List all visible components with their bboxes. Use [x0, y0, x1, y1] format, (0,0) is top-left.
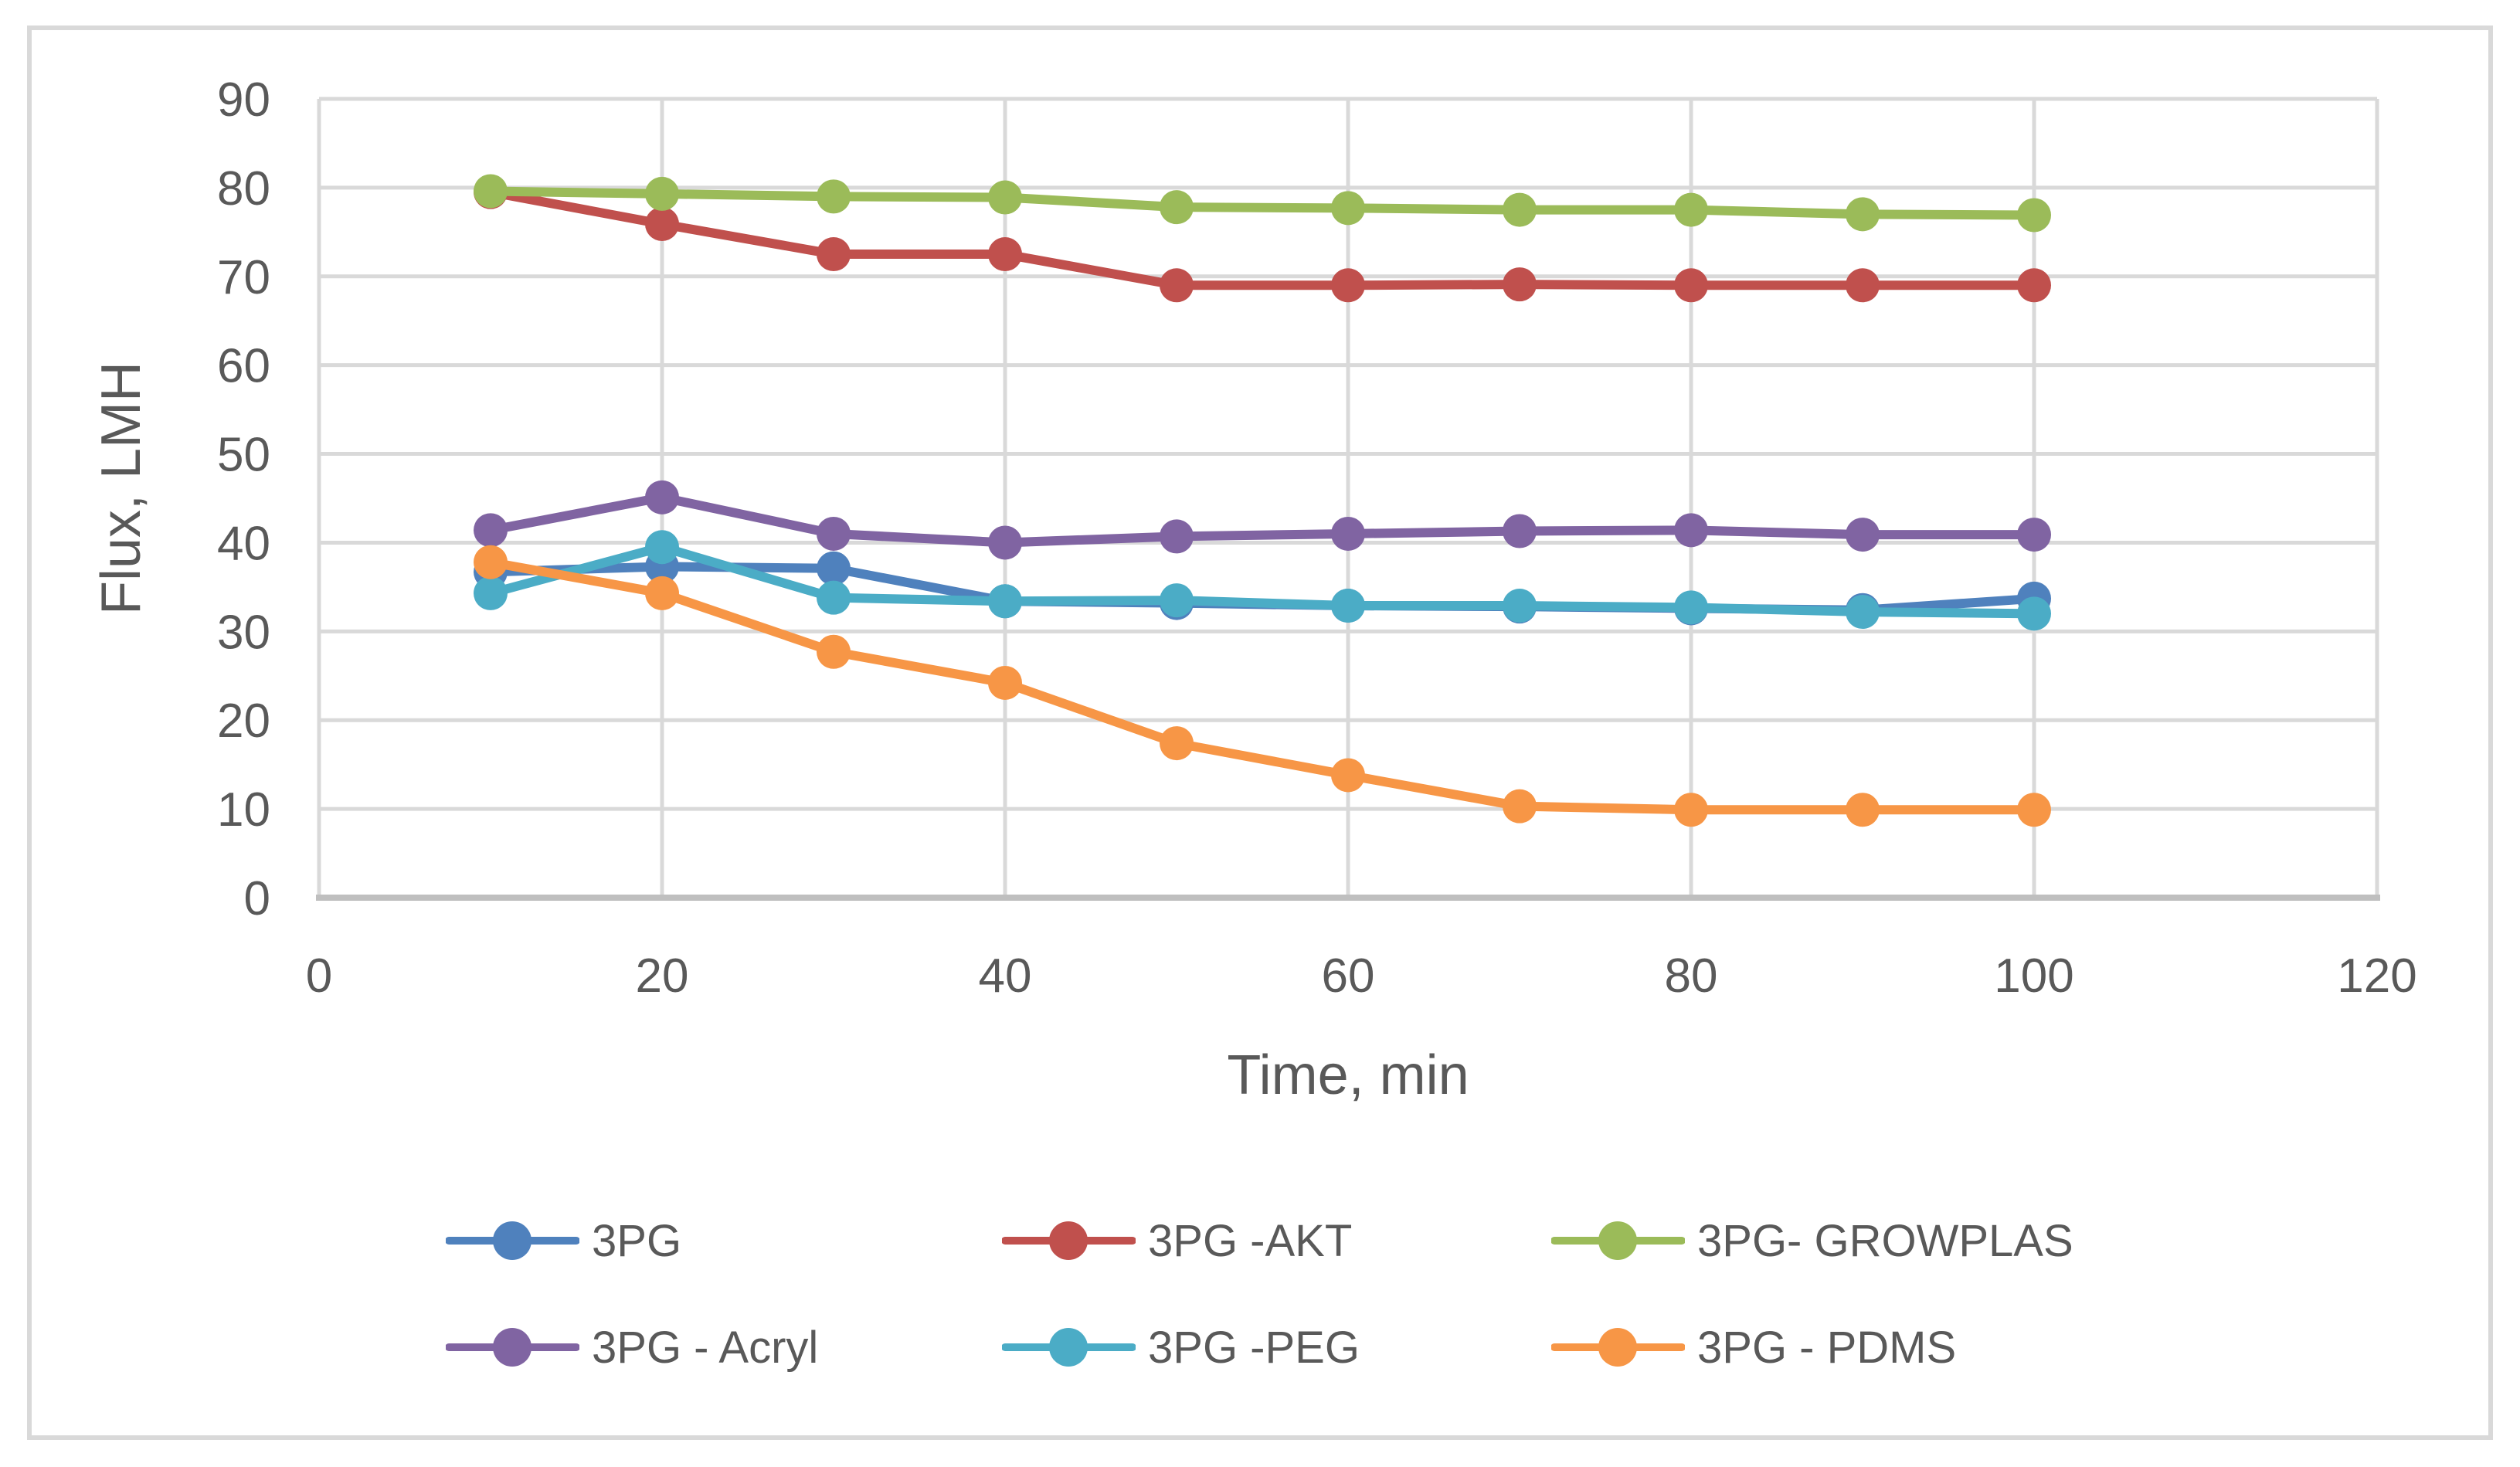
- data-point-marker: [1674, 590, 1708, 625]
- data-point-marker: [2017, 596, 2051, 631]
- y-tick-label: 50: [217, 429, 270, 482]
- data-point-marker: [1331, 516, 1365, 551]
- y-tick-label: 70: [217, 251, 270, 304]
- data-point-marker: [817, 237, 851, 272]
- data-point-marker: [1503, 192, 1537, 227]
- x-tick-label: 100: [1994, 949, 2073, 1003]
- data-point-marker: [817, 580, 851, 615]
- data-point-marker: [1503, 589, 1537, 623]
- legend-item: 3PG - Acryl: [446, 1320, 818, 1374]
- data-point-marker: [474, 174, 508, 209]
- data-point-marker: [1160, 268, 1194, 303]
- x-tick-label: 20: [636, 949, 689, 1003]
- data-point-marker: [1503, 789, 1537, 823]
- data-point-marker: [2017, 198, 2051, 233]
- y-tick-label: 40: [217, 517, 270, 570]
- data-point-marker: [1331, 191, 1365, 226]
- legend-marker-icon: [1002, 1221, 1136, 1260]
- data-point-marker: [988, 525, 1022, 560]
- data-point-marker: [2017, 518, 2051, 552]
- data-point-marker: [1674, 793, 1708, 827]
- legend-label: 3PG- GROWPLAS: [1697, 1215, 2073, 1266]
- data-point-marker: [988, 665, 1022, 700]
- legend-item: 3PG - PDMS: [1551, 1320, 1956, 1374]
- y-tick-label: 60: [217, 340, 270, 393]
- data-point-marker: [1503, 267, 1537, 302]
- legend-marker-icon: [1002, 1328, 1136, 1367]
- data-point-marker: [988, 584, 1022, 619]
- y-tick-label: 20: [217, 694, 270, 748]
- legend-item: 3PG -AKT: [1002, 1214, 1352, 1268]
- y-tick-label: 80: [217, 162, 270, 216]
- data-point-marker: [1846, 268, 1880, 303]
- data-point-marker: [988, 180, 1022, 215]
- data-point-marker: [1331, 589, 1365, 623]
- legend-label: 3PG - PDMS: [1697, 1322, 1957, 1373]
- data-point-marker: [1160, 519, 1194, 554]
- chart-frame: [27, 25, 2493, 1440]
- legend-marker-icon: [1551, 1328, 1685, 1367]
- legend-item: 3PG- GROWPLAS: [1551, 1214, 2073, 1268]
- x-tick-label: 0: [306, 949, 332, 1003]
- data-point-marker: [817, 179, 851, 214]
- data-point-marker: [2017, 793, 2051, 827]
- legend-label: 3PG - Acryl: [592, 1322, 819, 1373]
- data-point-marker: [988, 237, 1022, 272]
- legend-item: 3PG -PEG: [1002, 1320, 1360, 1374]
- y-tick-label: 90: [217, 73, 270, 127]
- series-line: [486, 492, 2039, 548]
- data-point-marker: [2017, 268, 2051, 303]
- legend-marker-icon: [446, 1221, 579, 1260]
- x-tick-label: 40: [979, 949, 1032, 1003]
- data-point-marker: [1846, 197, 1880, 232]
- data-point-marker: [1160, 190, 1194, 225]
- data-point-marker: [474, 513, 508, 548]
- data-point-marker: [645, 206, 679, 241]
- data-point-marker: [817, 634, 851, 669]
- data-point-marker: [474, 545, 508, 579]
- data-point-marker: [1331, 758, 1365, 793]
- legend-marker-icon: [446, 1328, 579, 1367]
- data-point-marker: [1331, 268, 1365, 303]
- legend-label: 3PG -AKT: [1148, 1215, 1353, 1266]
- data-point-marker: [474, 576, 508, 610]
- data-point-marker: [1160, 583, 1194, 618]
- y-tick-label: 10: [217, 783, 270, 837]
- data-point-marker: [1674, 268, 1708, 303]
- data-point-marker: [1846, 793, 1880, 827]
- data-point-marker: [817, 516, 851, 551]
- data-point-marker: [1503, 514, 1537, 548]
- data-point-marker: [1160, 726, 1194, 761]
- x-axis-title: Time, min: [1227, 1044, 1469, 1106]
- y-tick-label: 30: [217, 606, 270, 659]
- legend-label: 3PG -PEG: [1148, 1322, 1360, 1373]
- series-line: [486, 557, 2039, 815]
- data-point-marker: [645, 480, 679, 514]
- series-line: [486, 187, 2039, 290]
- y-axis-title: Flux, LMH: [90, 361, 152, 616]
- series-line: [486, 186, 2039, 220]
- data-point-marker: [1846, 518, 1880, 552]
- data-point-marker: [1846, 595, 1880, 630]
- data-point-marker: [645, 576, 679, 610]
- x-tick-label: 120: [2337, 949, 2416, 1003]
- data-point-marker: [645, 176, 679, 211]
- x-tick-label: 80: [1665, 949, 1718, 1003]
- data-point-marker: [1674, 192, 1708, 227]
- data-point-marker: [817, 551, 851, 586]
- series-line: [486, 542, 2039, 619]
- legend-item: 3PG: [446, 1214, 681, 1268]
- y-tick-label: 0: [244, 872, 270, 925]
- data-point-marker: [645, 530, 679, 565]
- x-tick-label: 60: [1322, 949, 1375, 1003]
- data-point-marker: [1674, 513, 1708, 548]
- legend-marker-icon: [1551, 1221, 1685, 1260]
- legend-label: 3PG: [592, 1215, 682, 1266]
